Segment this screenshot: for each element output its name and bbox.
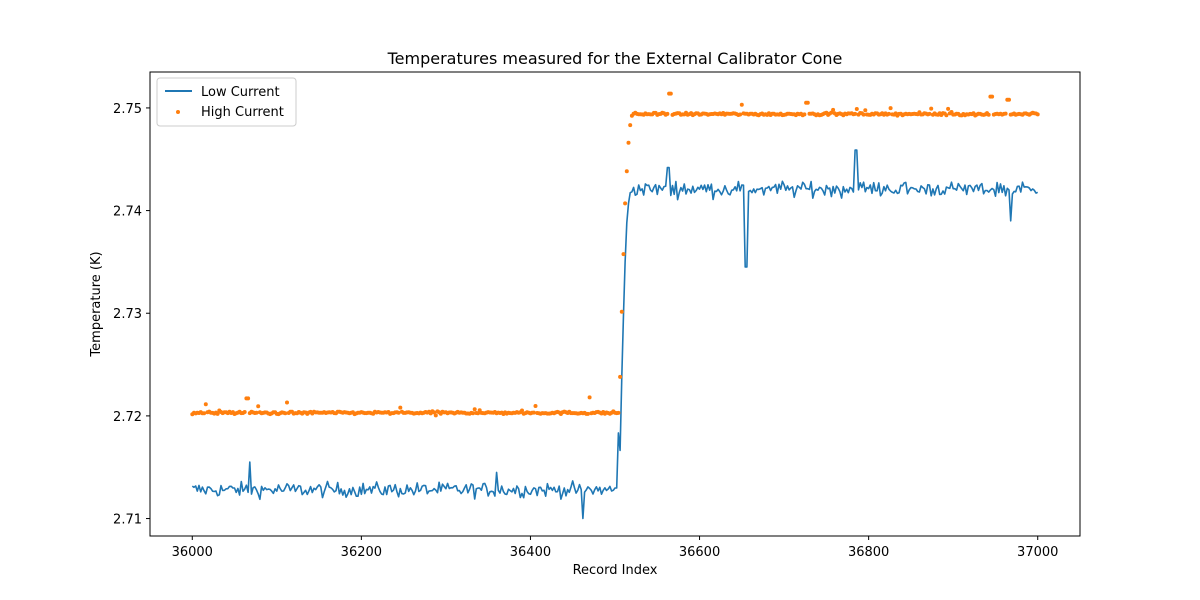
scatter-point-high-current	[946, 106, 951, 111]
y-tick-label: 2.72	[113, 410, 142, 425]
scatter-point-high-current	[396, 410, 401, 415]
scatter-point-high-current	[628, 123, 633, 128]
scatter-point-high-current	[585, 411, 590, 416]
scatter-point-high-current	[886, 111, 891, 116]
scatter-point-high-current	[621, 252, 626, 257]
scatter-point-high-current	[863, 108, 868, 113]
scatter-point-high-current	[990, 94, 995, 99]
scatter-point-high-current	[624, 169, 629, 174]
y-tick-label: 2.73	[113, 307, 142, 322]
legend-label-low-current: Low Current	[201, 85, 280, 100]
scatter-point-high-current	[927, 111, 932, 116]
y-axis-label: Temperature (K)	[89, 251, 104, 357]
scatter-point-high-current	[1007, 97, 1011, 102]
scatter-point-high-current	[738, 112, 743, 117]
scatter-point-high-current	[471, 411, 475, 416]
scatter-point-high-current	[986, 112, 991, 117]
x-tick-label: 36200	[341, 545, 382, 560]
y-tick-label: 2.74	[113, 205, 142, 220]
scatter-point-high-current	[242, 410, 247, 414]
x-axis: 36000 36200 36400 36600 36800 37000	[172, 536, 1058, 560]
scatter-point-high-current	[476, 411, 480, 416]
scatter-point-high-current	[398, 405, 403, 410]
scatter-point-high-current	[520, 408, 524, 413]
scatter-point-high-current	[853, 111, 858, 116]
scatter-point-high-current	[831, 107, 836, 112]
scatter-point-high-current	[433, 413, 438, 418]
scatter-point-high-current	[623, 201, 628, 206]
x-tick-label: 36800	[848, 545, 889, 560]
scatter-point-high-current	[665, 111, 670, 116]
scatter-point-high-current	[805, 100, 810, 105]
scatter-point-high-current	[246, 396, 251, 401]
chart-title: Temperatures measured for the External C…	[387, 49, 843, 68]
scatter-point-high-current	[616, 410, 621, 415]
scatter-point-high-current	[929, 106, 934, 111]
scatter-point-high-current	[283, 411, 288, 416]
y-tick-label: 2.75	[113, 102, 142, 117]
scatter-point-high-current	[668, 91, 673, 96]
scatter-point-high-current	[802, 112, 807, 117]
x-tick-label: 36400	[510, 545, 551, 560]
scatter-point-high-current	[739, 102, 744, 107]
scatter-point-high-current	[619, 309, 624, 314]
scatter-point-high-current	[618, 374, 623, 379]
legend-label-high-current: High Current	[201, 105, 284, 120]
scatter-point-high-current	[854, 107, 859, 111]
scatter-point-high-current	[432, 410, 437, 415]
x-tick-label: 36000	[172, 545, 213, 560]
scatter-point-high-current	[531, 410, 536, 415]
x-tick-label: 36600	[679, 545, 720, 560]
scatter-point-high-current	[472, 407, 477, 412]
scatter-point-high-current	[944, 113, 949, 118]
scatter-point-high-current	[285, 400, 289, 405]
scatter-point-high-current	[861, 112, 866, 117]
scatter-point-high-current	[533, 404, 538, 408]
y-axis: 2.71 2.72 2.73 2.74 2.75	[113, 102, 150, 528]
scatter-point-high-current	[888, 106, 893, 111]
scatter-point-high-current	[256, 404, 261, 409]
scatter-point-high-current	[1003, 111, 1008, 116]
scatter-point-high-current	[587, 395, 592, 400]
scatter-point-high-current	[203, 402, 208, 407]
legend: Low Current High Current	[156, 77, 297, 127]
x-tick-label: 37000	[1017, 545, 1058, 560]
scatter-point-high-current	[1035, 112, 1040, 117]
scatter-point-high-current	[254, 410, 259, 415]
legend-marker-high-current	[176, 110, 180, 114]
scatter-point-high-current	[202, 411, 207, 416]
y-tick-label: 2.71	[113, 513, 142, 528]
series-line-low-current	[191, 149, 1039, 520]
plot-frame	[149, 71, 1081, 537]
scatter-point-high-current	[626, 140, 631, 145]
x-axis-label: Record Index	[573, 563, 658, 578]
scatter-point-high-current	[215, 411, 220, 416]
